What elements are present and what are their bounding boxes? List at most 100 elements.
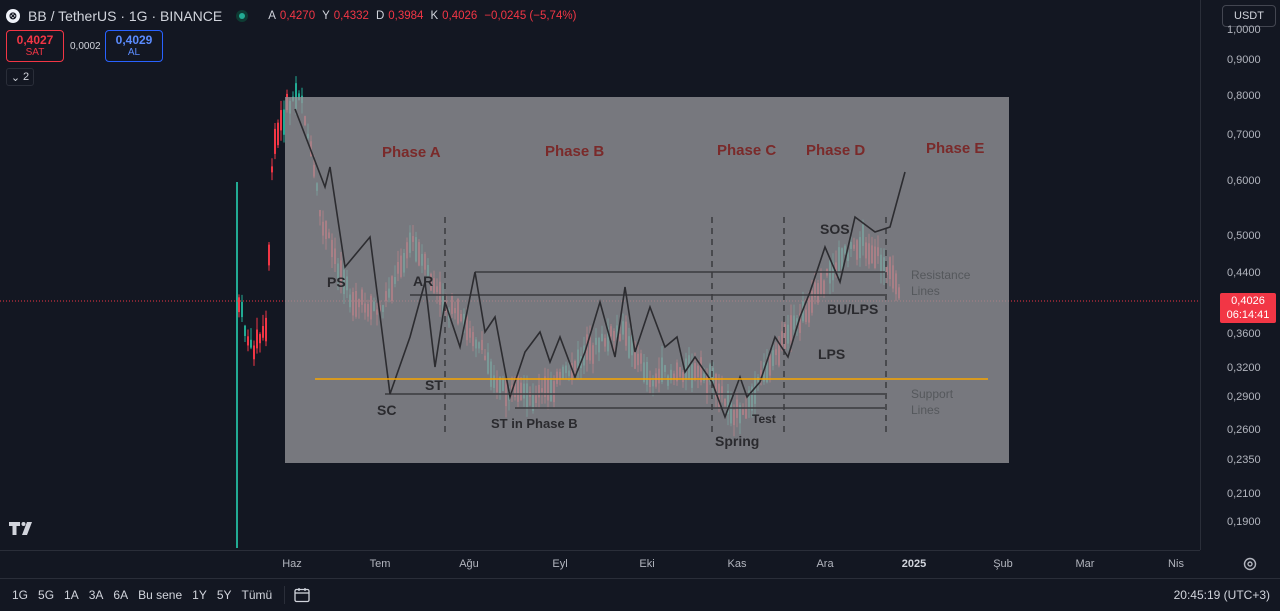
phase-a-label: Phase A bbox=[382, 144, 441, 161]
ps-label: PS bbox=[327, 274, 346, 290]
time-label: Ara bbox=[816, 558, 834, 570]
candle-body bbox=[274, 128, 276, 154]
tradingview-logo[interactable] bbox=[8, 518, 38, 538]
phase-d-label: Phase D bbox=[806, 142, 865, 159]
price-tick: 1,0000 bbox=[1227, 24, 1261, 36]
price-tick: 0,8000 bbox=[1227, 90, 1261, 102]
buy-label: AL bbox=[127, 47, 141, 58]
candle-body bbox=[244, 325, 246, 336]
price-tick: 0,2100 bbox=[1227, 488, 1261, 500]
symbol-logo-icon[interactable]: ⊗ bbox=[6, 9, 20, 23]
candle-body bbox=[238, 297, 240, 313]
last-price-tag: 0,4026 06:14:41 bbox=[1220, 293, 1276, 323]
time-label: Eki bbox=[639, 558, 655, 570]
ohlc-low-key: D bbox=[375, 10, 385, 22]
spring-label: Spring bbox=[715, 433, 759, 449]
market-open-icon bbox=[236, 10, 249, 22]
ohlc-open-key: A bbox=[268, 10, 276, 22]
ar-label: AR bbox=[413, 273, 433, 289]
candle-body bbox=[247, 336, 249, 346]
range-1d[interactable]: 1G bbox=[12, 588, 29, 602]
divider bbox=[284, 586, 286, 604]
symbol-header: ⊗ BB / TetherUS · 1G · BINANCE A 0,4270 Y… bbox=[6, 6, 579, 26]
support-label-2: Lines bbox=[911, 403, 940, 417]
buy-button[interactable]: 0,4029 AL bbox=[105, 30, 163, 62]
calendar-icon[interactable] bbox=[293, 586, 311, 604]
time-label: Tem bbox=[369, 558, 391, 570]
ohlc-change-value: −0,0245 (−5,74%) bbox=[484, 10, 577, 22]
bu-lps-label: BU/LPS bbox=[827, 301, 878, 317]
price-tick: 0,3200 bbox=[1227, 362, 1261, 374]
time-axis[interactable]: Haz Tem Ağu Eyl Eki Kas Ara 2025 Şub Mar… bbox=[0, 550, 1200, 576]
range-all[interactable]: Tümü bbox=[241, 588, 273, 602]
lps-label: LPS bbox=[818, 346, 845, 362]
ohlc-close-value: 0,4026 bbox=[442, 10, 478, 22]
candle-body bbox=[259, 334, 261, 344]
candle-body bbox=[256, 329, 258, 349]
settings-icon[interactable] bbox=[1242, 556, 1258, 572]
symbol-title[interactable]: BB / TetherUS · 1G · BINANCE bbox=[28, 8, 223, 24]
time-label: Ağu bbox=[459, 558, 479, 570]
time-label: Nis bbox=[1168, 558, 1184, 570]
bottom-toolbar: 1G 5G 1A 3A 6A Bu sene 1Y 5Y Tümü 20:45:… bbox=[0, 578, 1280, 611]
price-tick: 0,2600 bbox=[1227, 424, 1261, 436]
price-tick: 0,6000 bbox=[1227, 175, 1261, 187]
candle-body bbox=[265, 317, 267, 342]
price-tick: 0,2900 bbox=[1227, 391, 1261, 403]
ohlc-high-key: Y bbox=[322, 10, 330, 22]
ohlc-open-value: 0,4270 bbox=[279, 10, 316, 22]
indicators-toggle[interactable]: ⌄ 2 bbox=[6, 68, 34, 86]
spread-value: 0,0002 bbox=[70, 41, 101, 52]
sell-button[interactable]: 0,4027 SAT bbox=[6, 30, 64, 62]
time-label: Şub bbox=[993, 558, 1013, 570]
candle-body bbox=[277, 122, 279, 146]
buy-price: 0,4029 bbox=[115, 33, 153, 47]
currency-button[interactable]: USDT bbox=[1222, 5, 1276, 27]
time-label: Haz bbox=[282, 558, 302, 570]
candle-body bbox=[283, 109, 285, 135]
st-label: ST bbox=[425, 377, 443, 393]
time-label: Mar bbox=[1075, 558, 1095, 570]
wyckoff-schematic-image[interactable]: Phase A Phase B Phase C Phase D Phase E … bbox=[285, 97, 1009, 463]
clock[interactable]: 20:45:19 (UTC+3) bbox=[1173, 588, 1270, 602]
range-6m[interactable]: 6A bbox=[113, 588, 129, 602]
price-tick: 0,1900 bbox=[1227, 516, 1261, 528]
last-price-value: 0,4026 bbox=[1231, 295, 1265, 307]
candle-body bbox=[295, 83, 297, 109]
st-phase-b-label: ST in Phase B bbox=[491, 416, 578, 431]
price-tick: 0,5000 bbox=[1227, 230, 1261, 242]
price-tick: 0,9000 bbox=[1227, 54, 1261, 66]
range-1y[interactable]: 1Y bbox=[192, 588, 207, 602]
range-ytd[interactable]: Bu sene bbox=[138, 588, 183, 602]
range-5y[interactable]: 5Y bbox=[216, 588, 232, 602]
bar-countdown: 06:14:41 bbox=[1226, 309, 1270, 321]
resistance-label-1: Resistance bbox=[911, 268, 971, 282]
range-1m[interactable]: 1A bbox=[64, 588, 79, 602]
sell-label: SAT bbox=[25, 47, 45, 58]
range-3m[interactable]: 3A bbox=[88, 588, 104, 602]
candle-body bbox=[271, 166, 273, 173]
candle-body bbox=[262, 326, 264, 338]
candle-body bbox=[253, 345, 255, 360]
candle-body bbox=[298, 93, 300, 101]
range-5d[interactable]: 5G bbox=[38, 588, 55, 602]
price-tick: 0,4400 bbox=[1227, 267, 1261, 279]
candle-body bbox=[268, 244, 270, 266]
price-axis[interactable]: 1,0000 0,9000 0,8000 0,7000 0,6000 0,500… bbox=[1200, 0, 1280, 550]
phase-e-label: Phase E bbox=[926, 140, 984, 157]
price-tick: 0,2350 bbox=[1227, 454, 1261, 466]
price-tick: 0,3600 bbox=[1227, 328, 1261, 340]
candle-body bbox=[241, 301, 243, 318]
phase-b-label: Phase B bbox=[545, 143, 604, 160]
sos-label: SOS bbox=[820, 221, 850, 237]
support-label-1: Support bbox=[911, 387, 954, 401]
ohlc-high-value: 0,4332 bbox=[333, 10, 369, 22]
price-tick: 0,7000 bbox=[1227, 129, 1261, 141]
ohlc-low-value: 0,3984 bbox=[388, 10, 424, 22]
sc-label: SC bbox=[377, 402, 396, 418]
candle-body bbox=[250, 339, 252, 348]
phase-c-label: Phase C bbox=[717, 142, 776, 159]
time-label: 2025 bbox=[901, 558, 927, 570]
ohlc-close-key: K bbox=[430, 10, 439, 22]
resistance-label-2: Lines bbox=[911, 284, 940, 298]
